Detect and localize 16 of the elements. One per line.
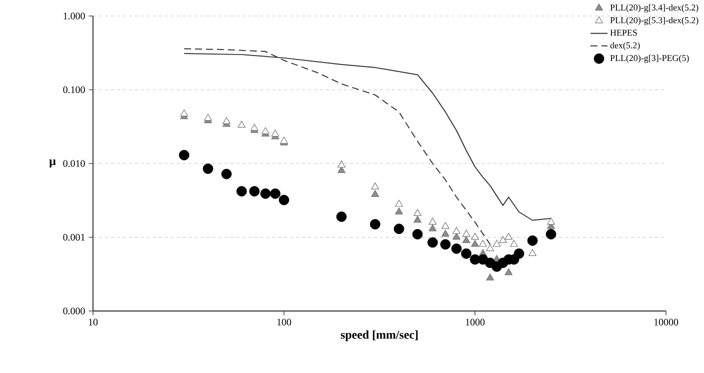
y-tick-label: 0.010 (63, 160, 85, 167)
x-tick-label: 100 (277, 318, 292, 326)
x-axis-title: speed [mm/sec] (340, 330, 418, 342)
legend-label: PLL(20)-g[3]-PEG(5) (610, 54, 689, 63)
y-tick-label: 0.001 (63, 234, 85, 241)
x-tick-label: 10 (88, 318, 98, 326)
y-tick-label: 0.100 (63, 86, 85, 94)
y-tick-label: 0.000 (63, 308, 85, 314)
y-tick-label: 1.000 (64, 12, 85, 20)
legend-label: PLL(20)-g[5.3]-dex(5.2) (610, 16, 698, 26)
x-tick-label: 10000 (654, 318, 678, 326)
legend-label: dex(5.2) (610, 42, 640, 50)
legend-label: PLL(20)-g[3.4]-dex(5.2) (610, 4, 698, 12)
x-tick-label: 1000 (466, 318, 485, 326)
legend-label: HEPES (610, 30, 637, 36)
y-axis-title: µ (49, 159, 56, 168)
